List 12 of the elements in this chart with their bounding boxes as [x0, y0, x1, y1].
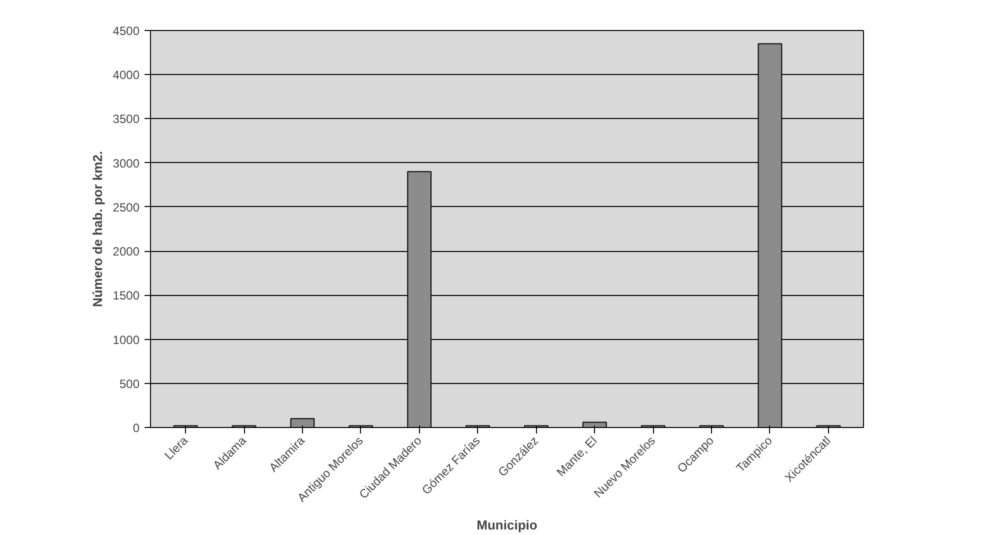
x-axis-title: Municipio [476, 518, 538, 533]
y-tick-label: 500 [119, 376, 140, 391]
y-tick-label: 1500 [112, 288, 140, 303]
y-tick-label: 3000 [112, 156, 140, 170]
y-tick-label: 1000 [112, 332, 140, 347]
y-axis-title: Número de hab. por km2. [90, 150, 105, 308]
y-tick-label: 3500 [112, 112, 140, 126]
y-tick-label: 2000 [112, 244, 140, 259]
y-tick-label: 4500 [112, 24, 140, 38]
y-tick-label: 2500 [112, 200, 140, 214]
y-tick-label: 4000 [112, 68, 140, 82]
y-tick-label: 0 [132, 421, 140, 435]
